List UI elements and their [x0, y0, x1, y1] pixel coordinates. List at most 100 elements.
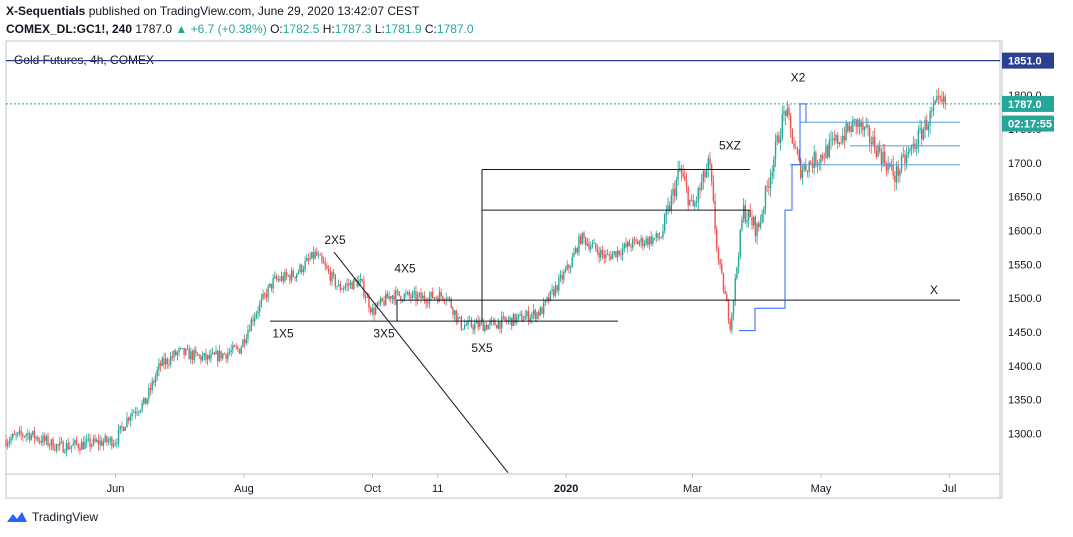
candle-body	[917, 130, 920, 148]
candle-body	[349, 282, 352, 286]
candle-body	[448, 297, 451, 300]
candle-body	[522, 319, 525, 322]
candle-body	[588, 243, 590, 250]
candle-body	[853, 119, 856, 121]
candle-body	[122, 427, 125, 431]
x-tick-label: 11	[432, 483, 443, 495]
candle-body	[769, 176, 772, 188]
candle-body	[677, 170, 679, 180]
candle-body	[628, 241, 631, 247]
candle-body	[408, 292, 410, 297]
candle-body	[608, 254, 610, 256]
candle-body	[895, 166, 898, 183]
candle-body	[687, 186, 689, 206]
candle-body	[742, 205, 745, 220]
candle-body	[650, 236, 652, 244]
candle-body	[548, 297, 550, 301]
candle-body	[499, 322, 501, 329]
candle-body	[447, 297, 449, 299]
candle-body	[635, 239, 637, 241]
candle-body	[633, 239, 636, 241]
x-tick-label: Jul	[942, 483, 956, 495]
candle-body	[480, 321, 483, 323]
candle-body	[55, 444, 58, 451]
candle-body	[521, 313, 523, 322]
candle-body	[605, 254, 607, 259]
candle-body	[784, 111, 787, 117]
candle-body	[737, 256, 740, 268]
candle-body	[230, 350, 232, 353]
candle-body	[262, 293, 264, 299]
candle-body	[12, 434, 14, 439]
candle-body	[274, 276, 276, 278]
badge-last-price-bg	[1002, 95, 1054, 112]
candle-body	[129, 416, 132, 421]
candle-body	[860, 121, 862, 127]
footer-brand[interactable]: TradingView	[6, 510, 98, 524]
candle-body	[919, 128, 921, 131]
candle-body	[65, 443, 68, 453]
candle-body	[707, 158, 710, 170]
candle-body	[915, 147, 918, 149]
candle-body	[583, 232, 585, 238]
y-tick-label: 1400.0	[1008, 361, 1042, 373]
candle-body	[272, 277, 274, 289]
candle-body	[5, 440, 7, 447]
y-tick-label: 1700.0	[1008, 158, 1042, 170]
candle-body	[453, 310, 456, 315]
candle-body	[561, 275, 563, 280]
candle-body	[668, 205, 671, 211]
candle-body	[205, 353, 207, 360]
candle-body	[265, 293, 268, 298]
candle-body	[176, 352, 179, 356]
candle-body	[181, 347, 184, 349]
candle-body	[826, 145, 829, 158]
candle-body	[250, 319, 253, 331]
candle-body	[259, 303, 261, 312]
candle-body	[432, 291, 434, 299]
candle-body	[660, 237, 662, 239]
candle-body	[343, 287, 345, 290]
candle-body	[894, 175, 896, 183]
candle-body	[457, 316, 459, 321]
candle-body	[385, 293, 387, 306]
candle-body	[680, 168, 683, 173]
candle-body	[80, 441, 83, 451]
candle-body	[897, 166, 899, 176]
candle-body	[223, 353, 226, 355]
candle-body	[596, 248, 599, 253]
candle-body	[526, 311, 528, 316]
candle-body	[363, 281, 365, 297]
candle-body	[390, 296, 392, 299]
candle-body	[356, 280, 358, 287]
candle-body	[835, 135, 837, 141]
candle-body	[655, 233, 657, 238]
candle-body	[495, 325, 498, 329]
candle-body	[754, 216, 757, 237]
candle-body	[843, 135, 846, 141]
candle-body	[747, 210, 750, 221]
candle-body	[672, 188, 674, 196]
candle-body	[23, 436, 26, 438]
author-name[interactable]: X-Sequentials	[6, 4, 86, 18]
candle-body	[517, 314, 520, 317]
candle-body	[675, 179, 678, 197]
candle-body	[616, 250, 619, 258]
candle-body	[369, 307, 372, 313]
open-value: 1782.5	[282, 22, 320, 36]
candle-body	[584, 237, 587, 246]
footer-brand-label: TradingView	[32, 510, 99, 524]
candle-body	[840, 142, 842, 144]
candle-body	[469, 319, 471, 321]
candle-body	[586, 243, 589, 246]
low-value: 1781.9	[384, 22, 422, 36]
symbol-name[interactable]: COMEX_DL:GC1!, 240	[6, 22, 133, 36]
candle-body	[348, 283, 350, 286]
candle-body	[255, 313, 258, 318]
symbol-header: COMEX_DL:GC1!, 240 1787.0 ▲ +6.7 (+0.38%…	[6, 22, 474, 36]
candle-body	[623, 243, 626, 249]
candle-body	[425, 300, 427, 304]
annotation-label: X	[930, 283, 938, 297]
candle-body	[415, 291, 417, 301]
